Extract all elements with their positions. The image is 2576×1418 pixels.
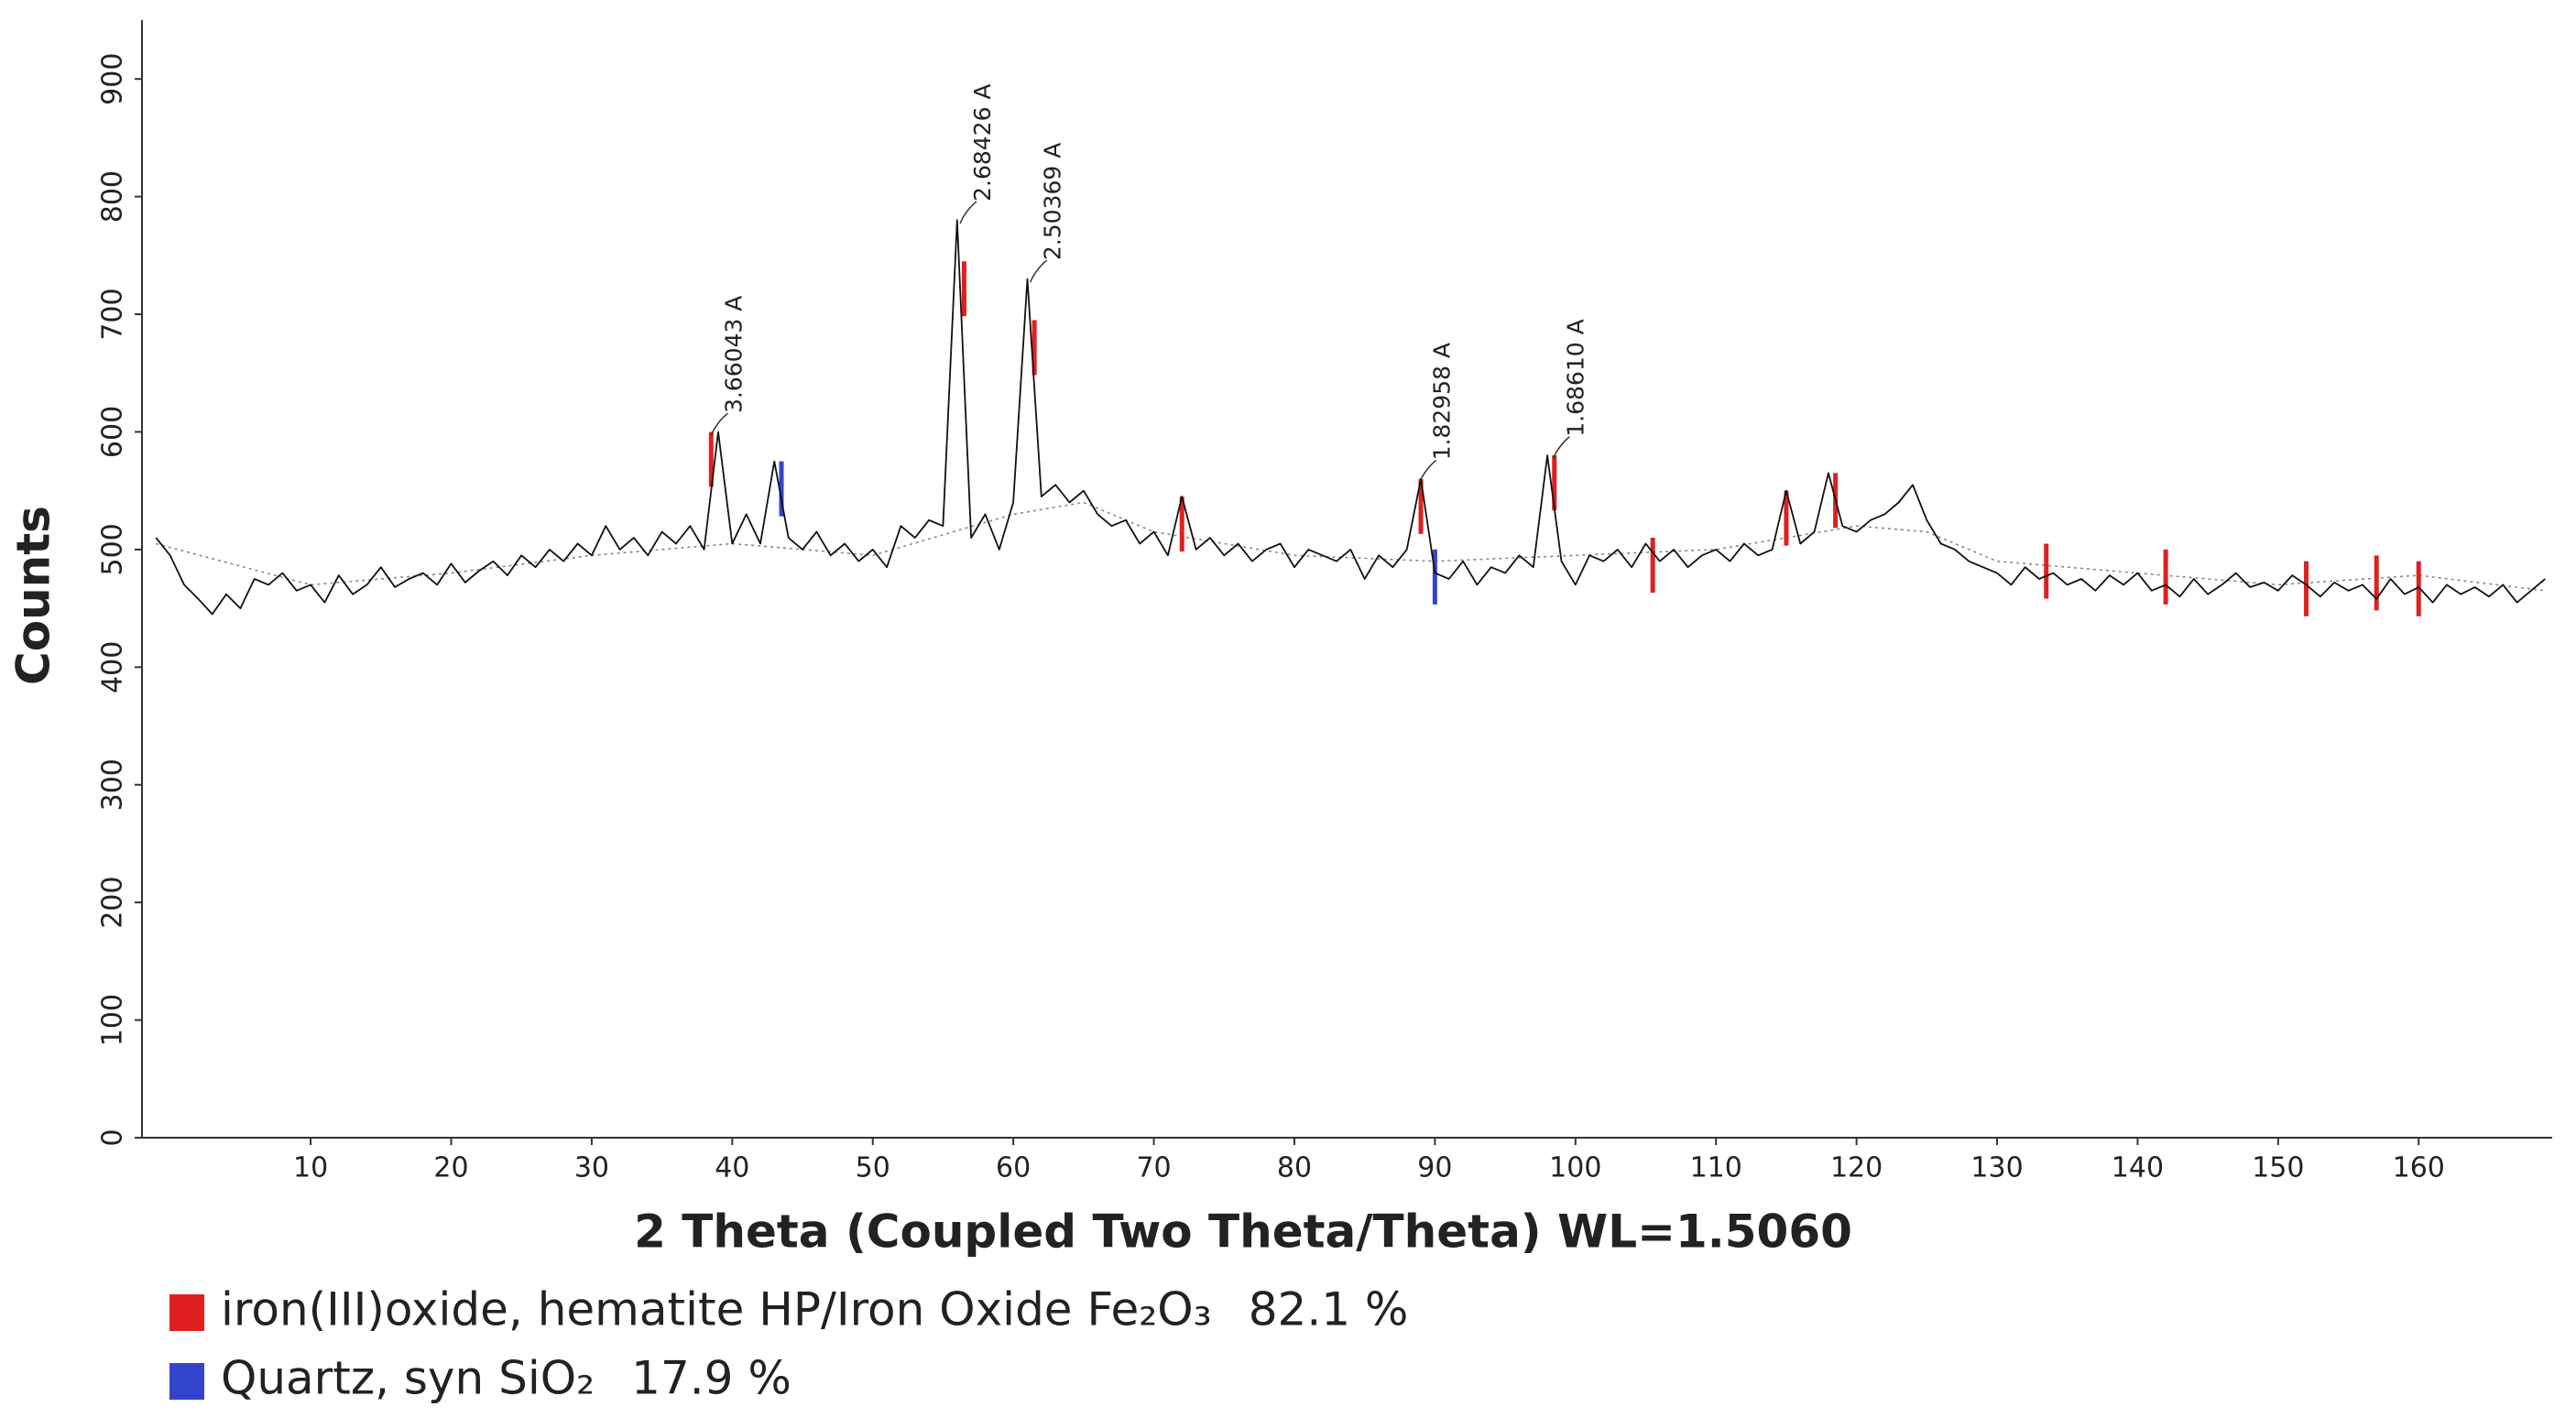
y-tick-label: 200 (97, 877, 129, 929)
x-tick-label: 100 (1549, 1152, 1601, 1184)
x-tick-label: 70 (1136, 1152, 1171, 1184)
y-tick-label: 600 (97, 406, 129, 458)
peak-annotation: 1.68610 A (1562, 319, 1588, 436)
x-tick-label: 80 (1277, 1152, 1312, 1184)
legend-swatch (169, 1363, 204, 1400)
peak-annotation: 3.66043 A (720, 296, 747, 413)
y-tick-label: 700 (97, 288, 129, 340)
x-tick-label: 20 (433, 1152, 468, 1184)
y-tick-label: 300 (97, 758, 129, 811)
x-tick-label: 90 (1417, 1152, 1452, 1184)
x-tick-label: 10 (293, 1152, 328, 1184)
x-tick-label: 110 (1690, 1152, 1742, 1184)
peak-annotation: 2.50369 A (1040, 143, 1066, 260)
x-tick-label: 160 (2393, 1152, 2445, 1184)
legend-label: Quartz, syn SiO₂ (221, 1352, 595, 1405)
y-axis-title: Counts (7, 506, 60, 685)
legend-label: iron(III)oxide, hematite HP/Iron Oxide F… (221, 1283, 1212, 1336)
x-tick-label: 30 (574, 1152, 609, 1184)
annotation-leader (1030, 259, 1048, 283)
y-tick-label: 400 (97, 641, 129, 693)
spectrum (155, 219, 2546, 616)
annotation-leader (959, 201, 977, 224)
x-tick-label: 50 (856, 1152, 890, 1184)
x-tick-label: 120 (1830, 1152, 1883, 1184)
x-tick-label: 60 (996, 1152, 1031, 1184)
y-tick-label: 0 (97, 1129, 129, 1146)
legend-quantity: 17.9 % (631, 1352, 791, 1405)
x-tick-label: 140 (2112, 1152, 2164, 1184)
annotation-leader (710, 412, 728, 436)
legend-quantity: 82.1 % (1249, 1283, 1409, 1336)
annotation-leader (1552, 436, 1570, 460)
y-tick-label: 800 (97, 170, 129, 223)
y-tick-label: 500 (97, 523, 129, 575)
background-curve (156, 501, 2546, 592)
peak-annotation: 2.68426 A (969, 83, 996, 201)
x-tick-label: 40 (715, 1152, 749, 1184)
x-axis-title: 2 Theta (Coupled Two Theta/Theta) WL=1.5… (634, 1205, 1852, 1259)
legend-swatch (169, 1294, 204, 1331)
y-tick-label: 900 (97, 53, 129, 105)
peak-annotation: 1.82958 A (1429, 343, 1456, 460)
y-tick-label: 100 (97, 994, 129, 1046)
x-tick-label: 150 (2252, 1152, 2304, 1184)
x-tick-label: 130 (1970, 1152, 2023, 1184)
annotation-leader (1418, 459, 1437, 483)
